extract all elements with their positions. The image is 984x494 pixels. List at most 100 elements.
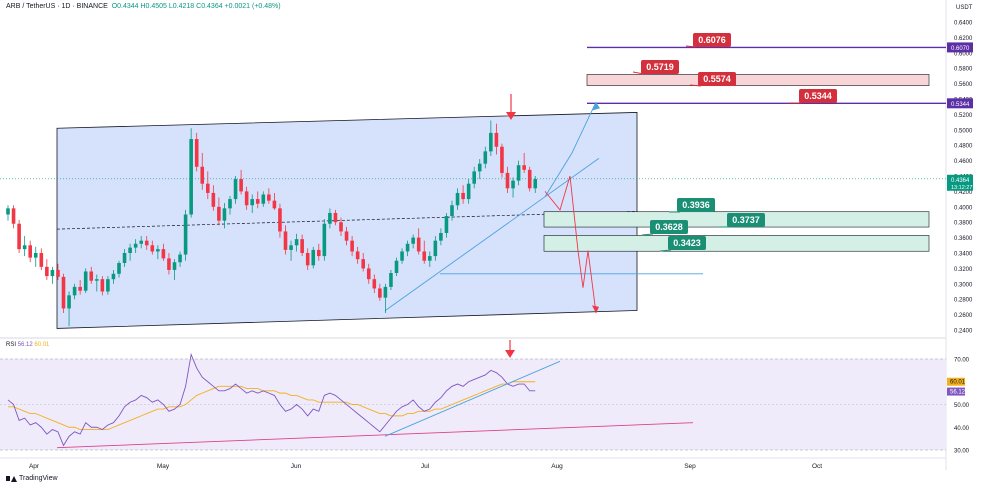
rsi-tick-label: 30.00	[954, 449, 970, 455]
candle-body	[111, 273, 116, 280]
candle-body	[122, 253, 127, 264]
candle-body	[278, 208, 282, 232]
candle-body	[305, 253, 310, 266]
time-tick-label: Sep	[684, 463, 696, 470]
rsi-value-badge	[947, 387, 965, 396]
price-tick-label: 0.3200	[954, 267, 973, 273]
candle-body	[344, 231, 349, 241]
time-tick-label: Jul	[421, 463, 430, 470]
candle-body	[33, 253, 38, 258]
candle-body	[361, 259, 365, 269]
candle-body	[317, 249, 321, 257]
candle-body	[239, 179, 243, 192]
candle-body	[389, 273, 393, 287]
price-tag-pointer	[659, 249, 672, 252]
candle-body	[494, 132, 499, 147]
candle-body	[522, 165, 526, 170]
candle-body	[500, 146, 504, 173]
time-tick-label: Oct	[812, 463, 822, 470]
candle-body	[100, 279, 105, 292]
rsi-ma-badge	[947, 377, 965, 386]
candle-body	[217, 206, 221, 221]
symbol-name[interactable]: ARB / TetherUS · 1D · BINANCE	[6, 3, 108, 10]
rsi-tick-label: 70.00	[954, 358, 970, 364]
candle-body	[22, 245, 27, 250]
ohlc-values: O0.4344 H0.4505 L0.4218 C0.4364 +0.0021 …	[111, 3, 281, 10]
tradingview-logo-icon	[6, 475, 17, 482]
rsi-blue-trendline	[384, 360, 561, 437]
support-zone-2	[543, 235, 930, 252]
candle-body	[366, 268, 371, 280]
time-tick-label: Apr	[29, 463, 40, 470]
rsi-value-badge-label: 56.12	[950, 390, 966, 396]
candle-body	[56, 269, 60, 277]
tradingview-brand: TradingView	[19, 475, 58, 482]
price-tick-label: 0.3400	[954, 252, 973, 258]
candle-body	[483, 151, 488, 164]
candle-body	[17, 223, 21, 250]
current-price-value: 0.4364	[951, 178, 970, 184]
price-tick-label: 0.4000	[954, 205, 973, 211]
current-price-badge	[947, 174, 973, 191]
candle-body	[444, 216, 449, 233]
price-tick-label: 0.2800	[954, 298, 973, 304]
rsi-tick-label: 50.00	[954, 403, 970, 409]
projected-down-path	[544, 175, 597, 314]
price-tick-label: 0.5200	[954, 113, 973, 119]
candle-body	[428, 256, 432, 261]
price-tick-label: 0.5000	[954, 128, 973, 134]
candle-body	[39, 253, 44, 267]
candle-body	[50, 269, 55, 277]
candle-body	[250, 199, 254, 206]
purple-level-badge	[947, 42, 973, 53]
candle-body	[106, 279, 110, 292]
candle-body	[133, 243, 138, 248]
price-tag-box	[698, 72, 736, 86]
candle-body	[472, 171, 476, 184]
candle-body	[405, 243, 410, 252]
candle-body	[294, 239, 299, 246]
candle-body	[267, 194, 271, 201]
peak-arrow-rsi-head	[505, 350, 515, 358]
current-price-countdown: 13:12:27	[951, 185, 972, 191]
candle-body	[394, 260, 399, 274]
candle-body	[261, 194, 266, 204]
price-tag-pointer	[641, 233, 654, 236]
channel-midline	[56, 211, 638, 230]
price-tick-label: 0.4200	[954, 190, 973, 196]
candle-body	[194, 139, 199, 167]
time-tick-label: Aug	[551, 463, 563, 470]
candle-body	[45, 266, 49, 277]
candle-body	[117, 263, 121, 274]
candle-body	[67, 295, 71, 309]
candle-body	[322, 223, 327, 257]
time-tick-label: May	[157, 463, 170, 470]
currency-label: USDT	[956, 5, 973, 11]
candle-body	[233, 179, 238, 200]
candle-body	[339, 222, 343, 232]
candle-body	[328, 212, 332, 224]
price-tick-label: 0.4800	[954, 144, 973, 150]
price-tick-label: 0.5800	[954, 67, 973, 73]
price-tick-label: 0.6400	[954, 21, 973, 27]
tradingview-logo[interactable]: TradingView	[6, 475, 58, 482]
price-tag-box	[799, 89, 837, 103]
candle-body	[450, 205, 454, 217]
rsi-tick-label: 40.00	[954, 426, 970, 432]
rsi-header[interactable]: RSI 56.12 60.01	[6, 342, 49, 348]
symbol-header[interactable]: ARB / TetherUS · 1D · BINANCE O0.4344 H0…	[6, 3, 281, 10]
price-tag-label: 0.3423	[673, 238, 701, 248]
candle-body	[455, 192, 460, 206]
rsi-line	[7, 352, 536, 447]
candle-body	[95, 279, 99, 281]
candle-body	[300, 239, 304, 253]
candle-body	[533, 179, 538, 189]
candle-body	[139, 240, 143, 244]
price-tag-label: 0.5719	[646, 62, 674, 72]
price-tag-label: 0.3936	[682, 200, 710, 210]
candle-body	[272, 200, 277, 209]
candle-body	[150, 245, 155, 252]
candle-body	[128, 247, 132, 253]
candle-body	[211, 192, 216, 207]
